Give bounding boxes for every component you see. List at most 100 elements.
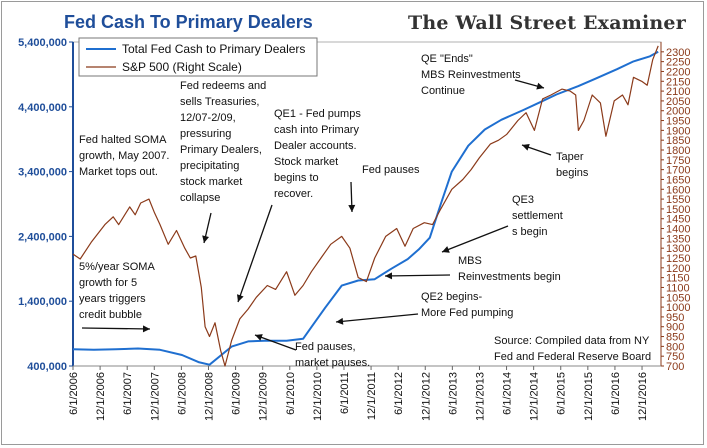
x-tick-label: 6/1/2012 — [393, 372, 405, 415]
arrow-head — [385, 272, 393, 280]
right-tick-label: 2150 — [666, 76, 690, 88]
right-tick-label: 1450 — [666, 214, 690, 226]
x-tick-label: 6/1/2007 — [122, 372, 134, 415]
annotation-text: Taper begins — [556, 151, 589, 179]
right-tick-label: 1000 — [666, 302, 690, 314]
x-tick-label: 6/1/2010 — [285, 372, 297, 415]
annotation-text: Fed pauses — [362, 164, 420, 176]
right-tick-label: 750 — [666, 351, 684, 363]
x-tick-label: 12/1/2013 — [474, 372, 486, 421]
right-tick-label: 2200 — [666, 66, 690, 78]
x-tick-label: 12/1/2008 — [203, 372, 215, 421]
right-tick-label: 2050 — [666, 96, 690, 108]
arrow-head — [237, 294, 244, 302]
arrow-head — [142, 325, 150, 333]
fed-cash-line — [72, 50, 659, 366]
x-tick-label: 6/1/2008 — [176, 372, 188, 415]
x-tick-label: 12/1/2006 — [95, 372, 107, 421]
brand-watermark: The Wall Street Examiner — [408, 12, 686, 34]
x-tick-label: 6/1/2006 — [68, 372, 80, 415]
arrow-head — [536, 82, 544, 90]
right-tick-label: 950 — [666, 312, 684, 324]
x-tick-label: 12/1/2014 — [529, 372, 541, 421]
x-tick-label: 12/1/2011 — [366, 372, 378, 420]
annotation-text: Fed halted SOMA growth, May 2007. Market t… — [79, 134, 170, 178]
right-tick-label: 1150 — [666, 273, 690, 285]
right-tick-label: 2000 — [666, 106, 690, 118]
right-tick-label: 1900 — [666, 125, 690, 137]
annotation-text: 5%/year SOMA growth for 5 years triggers cr… — [79, 261, 155, 321]
right-tick-label: 1550 — [666, 194, 690, 206]
x-tick-label: 12/1/2009 — [258, 372, 270, 421]
right-tick-label: 1850 — [666, 135, 690, 147]
arrow-head — [348, 204, 356, 212]
x-tick-label: 12/1/2007 — [149, 372, 161, 421]
plot-area — [72, 41, 662, 367]
right-tick-label: 1750 — [666, 155, 690, 167]
plot-border — [72, 41, 662, 367]
legend: Total Fed Cash to Primary Dealers S&P 500… — [78, 37, 318, 77]
right-tick-label: 2100 — [666, 86, 690, 98]
x-tick-label: 6/1/2009 — [231, 372, 243, 415]
annotation-text: QE3 settlement s begin — [512, 194, 563, 238]
right-tick-label: 2250 — [666, 57, 690, 69]
annotation-text: QE2 begins-More Fed pumping — [421, 291, 513, 319]
legend-box — [78, 37, 318, 77]
right-tick-label: 1400 — [666, 224, 690, 236]
right-tick-label: 1350 — [666, 233, 690, 245]
arrow-head — [336, 317, 344, 325]
right-tick-label: 800 — [666, 341, 684, 353]
annotation-text: QE "Ends" MBS Reinvestments Continue — [421, 53, 521, 97]
right-tick-label: 700 — [666, 361, 684, 373]
left-axis-ticks: 400,000 1,400,000 2,400,000 3,400,000 4,400,… — [18, 37, 74, 373]
legend-label: Total Fed Cash to Primary Dealers — [122, 42, 305, 56]
x-tick-label: 6/1/2011 — [339, 372, 351, 414]
arrow-head — [202, 235, 209, 243]
annotation-arrow — [81, 327, 151, 330]
left-tick-label: 3,400,000 — [18, 167, 67, 179]
left-tick-label: 5,400,000 — [18, 37, 67, 49]
right-tick-label: 1500 — [666, 204, 690, 216]
x-tick-label: 6/1/2016 — [610, 372, 622, 415]
right-axis-ticks: 7007508008509009501000105011001150120012… — [660, 42, 690, 373]
x-tick-label: 6/1/2014 — [502, 372, 514, 415]
annotation-text: Source: Compiled data from NY Fed and Fed… — [494, 335, 651, 363]
annotation-text: QE1 - Fed pumps cash into Primary Dealer a… — [274, 108, 361, 200]
right-tick-label: 1050 — [666, 292, 690, 304]
right-tick-label: 1300 — [666, 243, 690, 255]
left-tick-label: 1,400,000 — [18, 296, 67, 308]
annotation-text: Fed redeems and sells Treasuries, 12/07-2/… — [180, 80, 266, 204]
annotation-arrow — [335, 313, 419, 323]
right-tick-label: 1100 — [666, 282, 690, 294]
right-tick-label: 1250 — [666, 253, 690, 265]
x-tick-label: 12/1/2015 — [583, 372, 595, 421]
right-tick-label: 1600 — [666, 184, 690, 196]
annotation-arrow — [384, 274, 451, 277]
left-tick-label: 2,400,000 — [18, 231, 67, 243]
right-tick-label: 1650 — [666, 174, 690, 186]
sp500-line — [72, 45, 659, 367]
left-tick-label: 400,000 — [27, 361, 67, 373]
arrow-head — [255, 334, 263, 341]
annotation-arrow — [254, 334, 297, 351]
right-tick-label: 1950 — [666, 116, 690, 128]
legend-label: S&P 500 (Right Scale) — [122, 60, 242, 74]
annotation-text: MBS Reinvestments begin — [458, 255, 561, 283]
annotations: Fed halted SOMA growth, May 2007. Market t… — [79, 53, 651, 369]
right-tick-label: 2300 — [666, 47, 690, 59]
right-tick-label: 900 — [666, 322, 684, 334]
x-tick-label: 12/1/2012 — [420, 372, 432, 421]
chart-title: Fed Cash To Primary Dealers — [64, 12, 313, 32]
right-tick-label: 1200 — [666, 263, 690, 275]
right-tick-label: 850 — [666, 332, 684, 344]
annotation-text: Fed pauses, market pauses. — [295, 341, 370, 369]
x-tick-label: 12/1/2010 — [312, 372, 324, 421]
arrow-head — [442, 246, 450, 253]
x-tick-label: 6/1/2013 — [447, 372, 459, 415]
right-tick-label: 1700 — [666, 165, 690, 177]
x-tick-label: 12/1/2016 — [637, 372, 649, 421]
x-axis-ticks: 6/1/2006 12/1/2006 6/1/2007 12/1/2007 6/1/20… — [68, 365, 661, 421]
series-layer — [72, 45, 659, 367]
